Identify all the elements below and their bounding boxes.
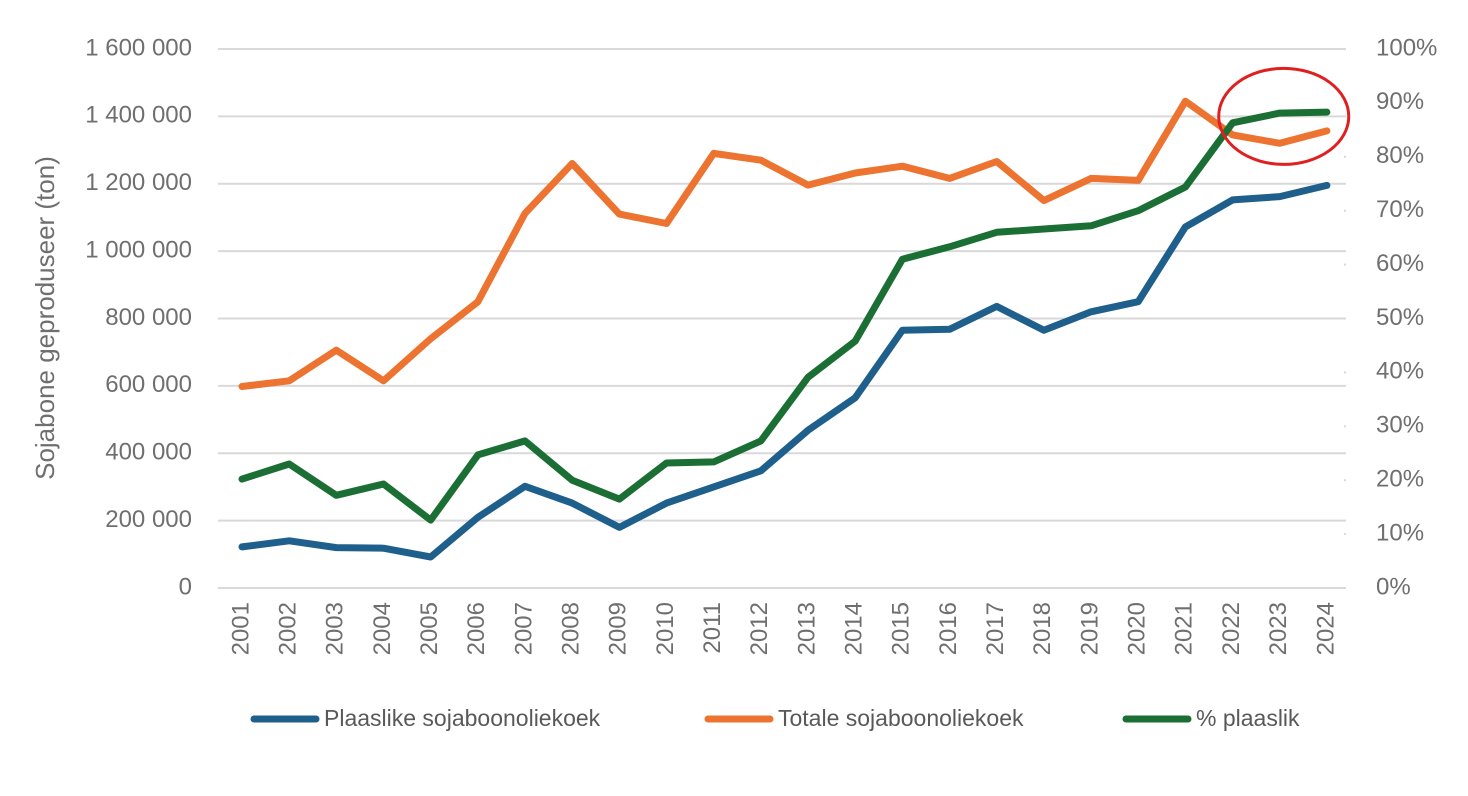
x-tick-label: 2005	[416, 602, 443, 655]
series-line-0	[238, 181, 1331, 561]
x-tick-label: 2008	[558, 602, 585, 655]
y2-tick-label: 70%	[1376, 196, 1424, 223]
x-tick-label: 2003	[322, 602, 349, 655]
x-tick-label: 2022	[1218, 602, 1245, 655]
series-line-1	[238, 97, 1331, 390]
x-tick-label: 2015	[888, 602, 915, 655]
y2-tick-label: 90%	[1376, 88, 1424, 115]
x-tick-label: 2014	[841, 602, 868, 655]
series-line-2	[238, 108, 1331, 524]
highlight-ellipse	[1217, 66, 1351, 166]
x-tick-label: 2009	[605, 602, 632, 655]
x-tick-label: 2017	[982, 602, 1009, 655]
x-tick-label: 2016	[935, 602, 962, 655]
y2-tick-label: 10%	[1376, 519, 1424, 546]
x-tick-label: 2012	[746, 602, 773, 655]
x-tick-label: 2010	[652, 602, 679, 655]
y-tick-label: 1 600 000	[85, 34, 192, 61]
x-tick-label: 2018	[1029, 602, 1056, 655]
right-axis-ticks: 0% 10% 20% 30% 40% 50% 60% 70% 80% 90% 100%	[1376, 34, 1437, 600]
y-tick-label: 800 000	[105, 304, 192, 331]
x-axis-ticks: 2001 2002 2003 2004 2005 2006 2007 2008 2009 2010…	[227, 602, 1339, 655]
y2-tick-label: 40%	[1376, 358, 1424, 385]
x-tick-label: 2020	[1124, 602, 1151, 655]
y2-tick-label: 50%	[1376, 304, 1424, 331]
y-tick-label: 1 000 000	[85, 236, 192, 263]
gridlines	[218, 48, 1346, 589]
x-tick-label: 2007	[510, 602, 537, 655]
x-tick-label: 2024	[1312, 602, 1339, 655]
x-tick-label: 2004	[369, 602, 396, 655]
legend-label: Plaaslike sojaboonoliekoek	[324, 705, 601, 731]
x-tick-label: 2006	[463, 602, 490, 655]
y2-tick-label: 80%	[1376, 142, 1424, 169]
y-tick-label: 400 000	[105, 439, 192, 466]
legend-label: Totale sojaboonoliekoek	[778, 705, 1024, 731]
y-tick-label: 1 200 000	[85, 169, 192, 196]
x-tick-label: 2019	[1076, 602, 1103, 655]
annotations	[1217, 66, 1351, 166]
y2-tick-label: 20%	[1376, 466, 1424, 493]
y-tick-label: 200 000	[105, 506, 192, 533]
legend-label: % plaaslik	[1196, 705, 1300, 731]
y-axis-title: Sojabone geproduseer (ton)	[30, 156, 60, 480]
y2-tick-label: 60%	[1376, 250, 1424, 277]
y2-tick-label: 0%	[1376, 573, 1411, 600]
y-tick-label: 600 000	[105, 371, 192, 398]
x-tick-label: 2001	[227, 602, 254, 655]
x-tick-label: 2021	[1171, 602, 1198, 655]
legend: Plaaslike sojaboonoliekoek Totale sojaboo…	[250, 705, 1300, 731]
series-lines	[238, 97, 1331, 561]
y-tick-label: 0	[179, 573, 192, 600]
x-tick-label: 2011	[699, 602, 726, 654]
x-tick-label: 2002	[275, 602, 302, 655]
x-tick-label: 2013	[793, 602, 820, 655]
x-tick-label: 2023	[1265, 602, 1292, 655]
y2-tick-label: 30%	[1376, 412, 1424, 439]
y2-tick-label: 100%	[1376, 34, 1437, 61]
left-axis-ticks: 0 200 000 400 000 600 000 800 000 1 000 000 1 …	[85, 34, 192, 600]
y-tick-label: 1 400 000	[85, 102, 192, 129]
